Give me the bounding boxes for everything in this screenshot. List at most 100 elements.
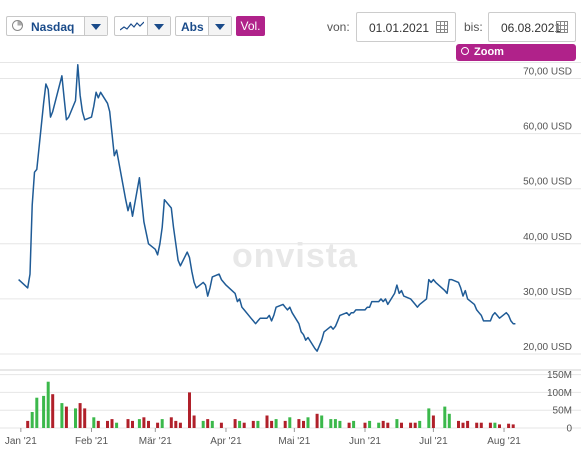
to-date-field[interactable]: 06.08.2021 xyxy=(488,12,576,42)
volume-bar xyxy=(96,420,100,428)
x-axis-labels: Jan '21 Feb '21 Mär '21 Apr '21 Mai '21 Jun '… xyxy=(5,428,521,447)
volume-bar xyxy=(315,413,319,429)
volume-bar xyxy=(92,417,96,428)
volume-bar xyxy=(288,417,292,428)
volume-bar xyxy=(147,420,150,428)
volume-bar xyxy=(466,420,470,428)
volume-bar xyxy=(409,422,413,428)
calendar-icon[interactable] xyxy=(436,21,448,33)
volume-bar xyxy=(368,420,372,428)
x-tick-label: Feb '21 xyxy=(75,436,108,447)
volume-bar xyxy=(60,403,64,428)
x-tick-label: Mai '21 xyxy=(278,436,310,447)
price-chart[interactable]: onvista 20,00 USD 30,00 USD 40,00 USD 50,00… xyxy=(0,62,581,451)
volume-bar xyxy=(156,422,160,428)
volume-bar xyxy=(475,422,479,428)
volume-bar xyxy=(210,420,214,428)
volume-bar xyxy=(46,381,50,428)
grid-lines xyxy=(0,62,581,355)
volume-tick-label: 150M xyxy=(547,370,572,381)
volume-bar xyxy=(457,420,460,428)
volume-bar xyxy=(115,422,119,428)
volume-bar xyxy=(395,419,399,428)
volume-bar xyxy=(338,420,342,428)
volume-bar xyxy=(51,394,55,428)
volume-bar xyxy=(238,420,242,428)
y-tick-label: 30,00 USD xyxy=(523,287,572,298)
volume-toggle-button[interactable]: Vol. xyxy=(236,16,265,36)
y-tick-label: 50,00 USD xyxy=(523,177,572,188)
volume-bar xyxy=(377,422,381,428)
volume-bar xyxy=(160,419,164,428)
x-tick-label: Jan '21 xyxy=(5,436,37,447)
y-axis-labels: 20,00 USD 30,00 USD 40,00 USD 50,00 USD 60,0… xyxy=(523,67,572,353)
exchange-select[interactable]: Nasdaq xyxy=(6,16,108,36)
exchange-label: Nasdaq xyxy=(31,20,75,34)
volume-bar xyxy=(400,422,403,428)
from-label: von: xyxy=(327,20,350,34)
y-tick-label: 40,00 USD xyxy=(523,232,572,243)
volume-bar xyxy=(283,420,287,428)
from-date-value: 01.01.2021 xyxy=(369,21,430,35)
calendar-icon[interactable] xyxy=(556,21,568,33)
x-tick-label: Jul '21 xyxy=(419,436,448,447)
chevron-down-icon[interactable] xyxy=(208,17,231,35)
volume-bar xyxy=(381,420,385,428)
y-tick-label: 70,00 USD xyxy=(523,67,572,78)
volume-bar xyxy=(447,413,451,429)
volume-tick-label: 0 xyxy=(566,424,572,435)
volume-bar xyxy=(333,419,337,428)
from-date-field[interactable]: 01.01.2021 xyxy=(356,12,456,42)
chevron-down-icon[interactable] xyxy=(84,17,107,35)
to-label: bis: xyxy=(464,20,483,34)
volume-bar xyxy=(329,419,333,428)
volume-bar xyxy=(511,424,515,428)
volume-bar xyxy=(74,408,77,428)
chart-toolbar: Nasdaq Abs Vol. von: 01.01.2021 bis: 06.… xyxy=(0,0,581,75)
exchange-icon xyxy=(12,20,23,31)
volume-tick-label: 50M xyxy=(553,406,572,417)
line-chart-icon xyxy=(120,21,144,31)
volume-bar xyxy=(201,420,205,428)
volume-bar xyxy=(251,420,255,428)
volume-bar xyxy=(363,422,367,428)
volume-bar xyxy=(30,412,34,428)
chevron-down-icon[interactable] xyxy=(147,17,170,35)
scale-mode-select[interactable]: Abs xyxy=(175,16,232,36)
volume-bar xyxy=(306,417,310,428)
volume-bar xyxy=(352,420,356,428)
price-line xyxy=(18,64,516,352)
volume-bar xyxy=(174,420,178,428)
volume-bar xyxy=(427,408,431,428)
volume-bar xyxy=(270,420,274,428)
volume-bars xyxy=(26,381,515,429)
volume-bar xyxy=(188,392,191,428)
volume-bar xyxy=(131,420,134,428)
volume-bar xyxy=(386,422,390,428)
zoom-reset-button[interactable]: Zoom zurücksetzen xyxy=(456,44,576,75)
volume-bar xyxy=(418,420,422,428)
volume-bar xyxy=(498,424,501,428)
volume-bar xyxy=(488,422,492,428)
x-tick-label: Jun '21 xyxy=(349,436,381,447)
volume-bar xyxy=(42,395,46,428)
volume-bar xyxy=(302,420,305,428)
volume-bar xyxy=(126,419,130,428)
volume-bar xyxy=(206,419,210,428)
watermark: onvista xyxy=(232,237,358,275)
volume-bar xyxy=(137,419,141,428)
chart-type-select[interactable] xyxy=(114,16,171,36)
volume-bar xyxy=(178,422,182,428)
volume-bar xyxy=(265,415,269,428)
volume-bar xyxy=(493,422,497,428)
volume-bar xyxy=(26,420,30,428)
volume-axis-labels: 0 50M 100M 150M xyxy=(547,370,572,434)
volume-bar xyxy=(142,417,146,428)
volume-bar xyxy=(242,422,246,428)
zoom-icon xyxy=(461,47,469,55)
volume-bar xyxy=(461,422,465,428)
volume-bar xyxy=(169,417,173,428)
volume-bar xyxy=(297,419,301,428)
volume-bar xyxy=(507,423,511,428)
y-tick-label: 60,00 USD xyxy=(523,122,572,133)
